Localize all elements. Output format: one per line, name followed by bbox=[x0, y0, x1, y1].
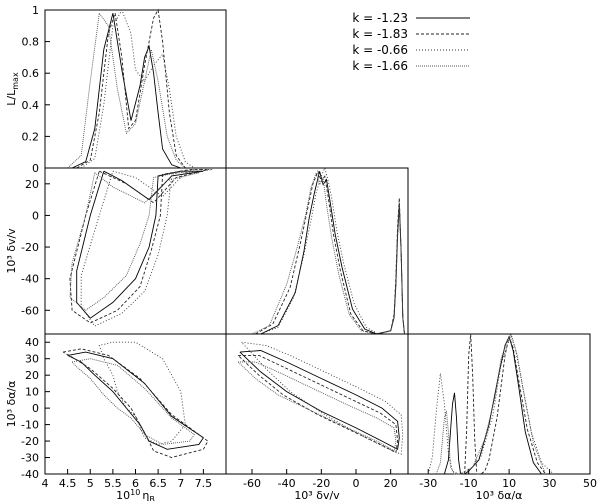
series-line bbox=[69, 172, 200, 311]
series-line bbox=[67, 351, 205, 450]
panel-dv-1d bbox=[225, 166, 409, 335]
x-axis-label-sub: B bbox=[149, 495, 155, 501]
series-line bbox=[239, 350, 400, 450]
x-tick-label: 5 bbox=[87, 477, 94, 490]
series-line bbox=[464, 333, 546, 475]
x-tick-label: -20 bbox=[312, 477, 330, 490]
legend-label: k = -0.66 bbox=[352, 43, 408, 57]
x-axis-label-sup: 10 bbox=[130, 488, 140, 497]
series-line bbox=[67, 12, 186, 169]
x-tick-label: -60 bbox=[243, 477, 261, 490]
y-axis-label-text: 10³ δα/α bbox=[5, 381, 18, 428]
legend-label: k = -1.83 bbox=[352, 27, 408, 41]
y-tick-label: 30 bbox=[25, 353, 39, 366]
x-tick-label: -30 bbox=[419, 477, 437, 490]
y-tick-label: 40 bbox=[25, 336, 39, 349]
y-tick-label: 0.6 bbox=[22, 67, 40, 80]
x-axis-label-greek: η bbox=[142, 489, 149, 501]
series-line bbox=[98, 341, 186, 445]
y-tick-label: -10 bbox=[21, 419, 39, 432]
x-tick-label: 50 bbox=[583, 477, 597, 490]
y-tick-label: 0 bbox=[32, 402, 39, 415]
panel-dv-vs-eta: 20 0 -20 -40 -60 10³ δv/v bbox=[5, 167, 227, 335]
panels: 0 0.2 0.4 0.6 0.8 1 L/Lmax 20 0 -20 -40 -60 10³ δv/v… bbox=[5, 4, 597, 501]
y-tick-label: 20 bbox=[25, 369, 39, 382]
legend-label: k = -1.23 bbox=[352, 11, 408, 25]
y-tick-label: -20 bbox=[21, 435, 39, 448]
panel-frame bbox=[407, 333, 591, 475]
series-line bbox=[80, 8, 195, 169]
x-tick-label: 10 bbox=[502, 477, 516, 490]
x-tick-label: 0 bbox=[353, 477, 360, 490]
y-axis-label-text: L/L bbox=[5, 89, 18, 106]
y-tick-label: 20 bbox=[25, 178, 39, 191]
x-axis-label: 10³ δv/v bbox=[294, 489, 340, 501]
series-line bbox=[71, 358, 195, 445]
panel-frame bbox=[225, 167, 409, 335]
y-axis-label: L/Lmax bbox=[5, 72, 20, 106]
x-tick-label: 7 bbox=[177, 477, 184, 490]
series-line bbox=[443, 335, 542, 475]
series-line bbox=[237, 361, 397, 452]
series-line bbox=[237, 354, 399, 454]
legend-label: k = -1.66 bbox=[352, 59, 408, 73]
y-axis-label: 10³ δα/α bbox=[5, 381, 18, 428]
y-tick-label: 0.2 bbox=[22, 130, 40, 143]
panel-da-vs-dv: -60 -40 -20 0 20 10³ δv/v bbox=[225, 333, 409, 501]
panel-frame bbox=[44, 9, 227, 169]
panel-da-1d: -30 -10 10 30 50 10³ δα/α bbox=[407, 332, 597, 501]
y-tick-label: 0 bbox=[32, 209, 39, 222]
y-tick-label: -20 bbox=[21, 241, 39, 254]
y-tick-label: -60 bbox=[21, 304, 39, 317]
series-line bbox=[255, 169, 405, 335]
x-axis-label-text: 10³ δv/v bbox=[294, 489, 340, 501]
series-line bbox=[435, 332, 546, 475]
series-line bbox=[251, 171, 405, 335]
y-axis-label-sub: max bbox=[11, 72, 20, 90]
x-tick-label: -40 bbox=[278, 477, 296, 490]
x-axis-label-text: 10 bbox=[116, 489, 130, 501]
y-tick-label: 1 bbox=[32, 4, 39, 17]
y-tick-label: 0.4 bbox=[22, 99, 40, 112]
x-tick-label: -10 bbox=[460, 477, 478, 490]
y-tick-label: 0 bbox=[32, 162, 39, 175]
series-line bbox=[260, 171, 405, 335]
x-tick-label: 5.5 bbox=[104, 477, 122, 490]
series-line bbox=[62, 348, 209, 458]
x-tick-label: 20 bbox=[384, 477, 398, 490]
x-tick-label: 4 bbox=[42, 477, 49, 490]
legend: k = -1.23 k = -1.83 k = -0.66 k = -1.66 bbox=[352, 11, 470, 73]
x-tick-label: 6.5 bbox=[149, 477, 167, 490]
x-tick-label: 4.5 bbox=[59, 477, 77, 490]
x-tick-label: 6 bbox=[132, 477, 139, 490]
series-line bbox=[80, 169, 213, 327]
series-line bbox=[76, 8, 186, 169]
panel-eta-1d: 0 0.2 0.4 0.6 0.8 1 L/Lmax bbox=[5, 4, 227, 175]
series-line bbox=[69, 169, 209, 324]
x-axis-label: 10³ δα/α bbox=[476, 489, 523, 501]
y-tick-label: 0.8 bbox=[22, 36, 40, 49]
y-tick-label: -30 bbox=[21, 452, 39, 465]
x-axis-label: 1010 ηB bbox=[116, 488, 155, 501]
panel-da-vs-eta: 40 30 20 10 0 -10 -20 -30 -404 4.5 5 5.5 6 6.5 7 7.5 10³… bbox=[5, 333, 227, 501]
x-axis-label-text: 10³ δα/α bbox=[476, 489, 523, 501]
series-line bbox=[71, 13, 181, 169]
series-line bbox=[260, 166, 405, 335]
y-tick-label: 10 bbox=[25, 386, 39, 399]
y-tick-label: -40 bbox=[21, 273, 39, 286]
y-tick-label: -40 bbox=[21, 468, 39, 481]
y-axis-label-text: 10³ δv/v bbox=[5, 228, 18, 274]
y-axis-label: 10³ δv/v bbox=[5, 228, 18, 274]
x-tick-label: 30 bbox=[543, 477, 557, 490]
x-tick-label: 7.5 bbox=[195, 477, 213, 490]
series-line bbox=[241, 341, 404, 455]
